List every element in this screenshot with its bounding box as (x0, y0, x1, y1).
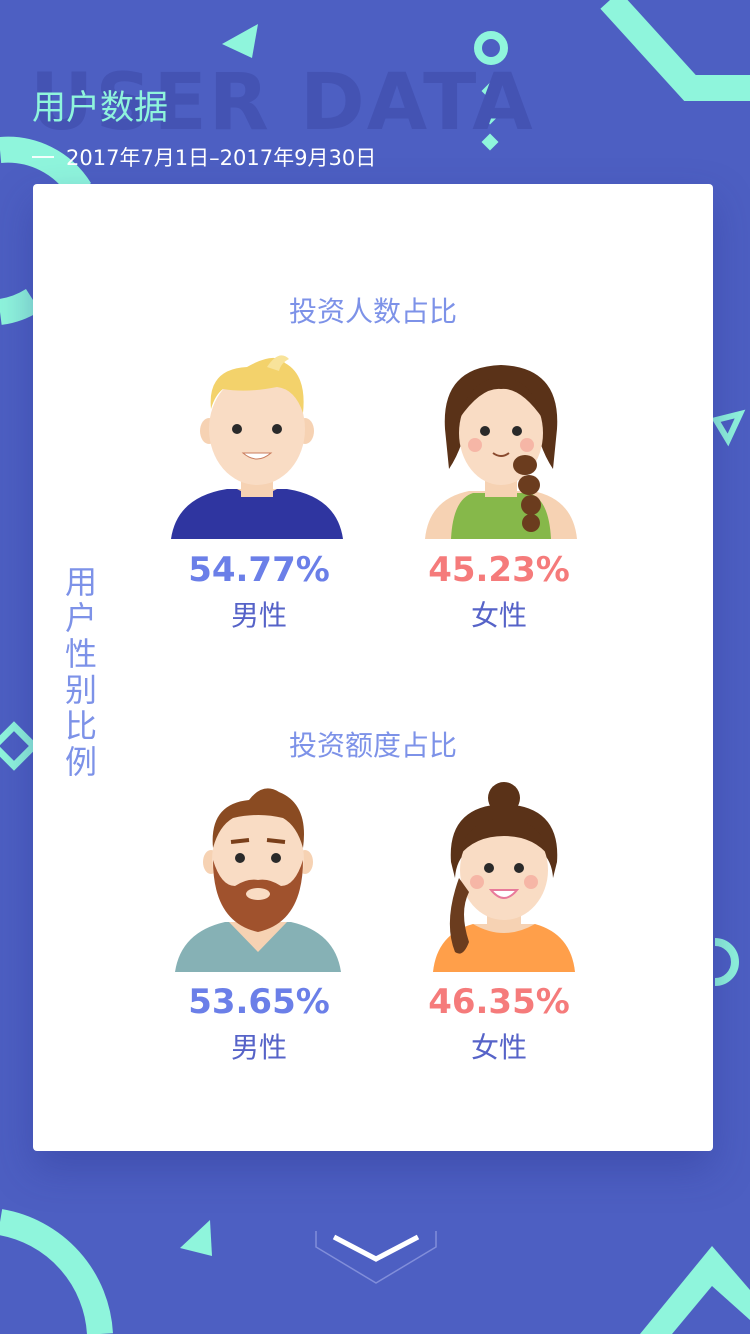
chevron-down-icon[interactable] (314, 1225, 438, 1287)
male-label: 男性 (230, 1031, 287, 1064)
date-dash-line (32, 156, 54, 158)
male-avatar-bearded (175, 788, 341, 972)
female-amount-percent: 46.35% (428, 982, 570, 1022)
female-count-percent: 45.23% (428, 550, 570, 590)
male-amount-percent: 53.65% (188, 982, 330, 1022)
female-label: 女性 (470, 599, 527, 632)
section-title-count: 投资人数占比 (288, 295, 457, 328)
date-range: 2017年7月1日–2017年9月30日 (66, 146, 377, 170)
page-title: 用户数据 (32, 88, 168, 128)
female-label: 女性 (470, 1031, 527, 1064)
female-avatar-bun (433, 782, 575, 972)
side-label: 用户性别比例 (64, 563, 97, 781)
male-avatar-blond (171, 355, 343, 539)
male-count-percent: 54.77% (188, 550, 330, 590)
female-avatar-braid (425, 365, 577, 539)
male-label: 男性 (230, 599, 287, 632)
date-range-row: 2017年7月1日–2017年9月30日 (32, 142, 376, 172)
header-watermark-text: USER DATA (30, 58, 535, 148)
section-title-amount: 投资额度占比 (288, 729, 457, 762)
gender-ratio-card: 用户性别比例 投资人数占比 54.77% 男性 45.23% 女性 (33, 184, 713, 1151)
